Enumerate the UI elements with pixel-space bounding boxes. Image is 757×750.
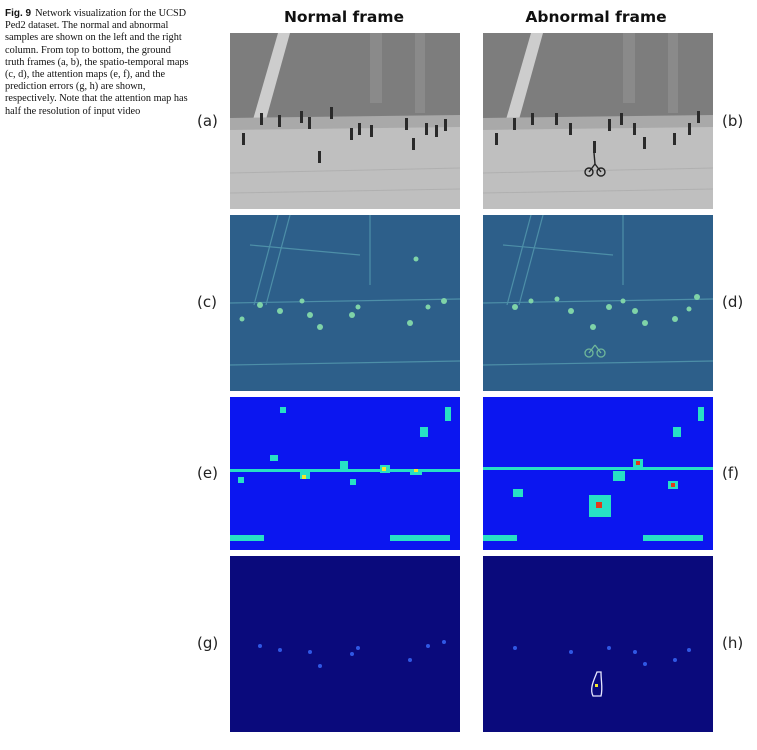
panel-e-normal-attention-map [230,397,460,550]
panel-b-abnormal-frame [483,33,713,209]
panel-label-b: (b) [722,112,744,130]
panel-c-normal-spatiotemporal-map [230,215,460,391]
figure-label: Fig. 9 [5,8,32,19]
panel-label-c: (c) [197,293,217,311]
panel-h-abnormal-prediction-error [483,556,713,732]
panel-d-abnormal-spatiotemporal-map [483,215,713,391]
panel-label-e: (e) [197,464,218,482]
figure-caption-text: Network visualization for the UCSD Ped2 … [5,8,189,117]
figure-caption: Fig. 9 Network visualization for the UCSD… [5,8,190,118]
panel-g-normal-prediction-error [230,556,460,732]
column-title-normal: Normal frame [283,8,405,26]
panel-label-h: (h) [722,634,744,652]
panel-label-f: (f) [722,464,739,482]
panel-a-normal-frame [230,33,460,209]
panel-label-a: (a) [197,112,218,130]
panel-label-d: (d) [722,293,744,311]
panel-label-g: (g) [197,634,219,652]
panel-f-abnormal-attention-map [483,397,713,550]
column-title-abnormal: Abnormal frame [525,8,667,26]
